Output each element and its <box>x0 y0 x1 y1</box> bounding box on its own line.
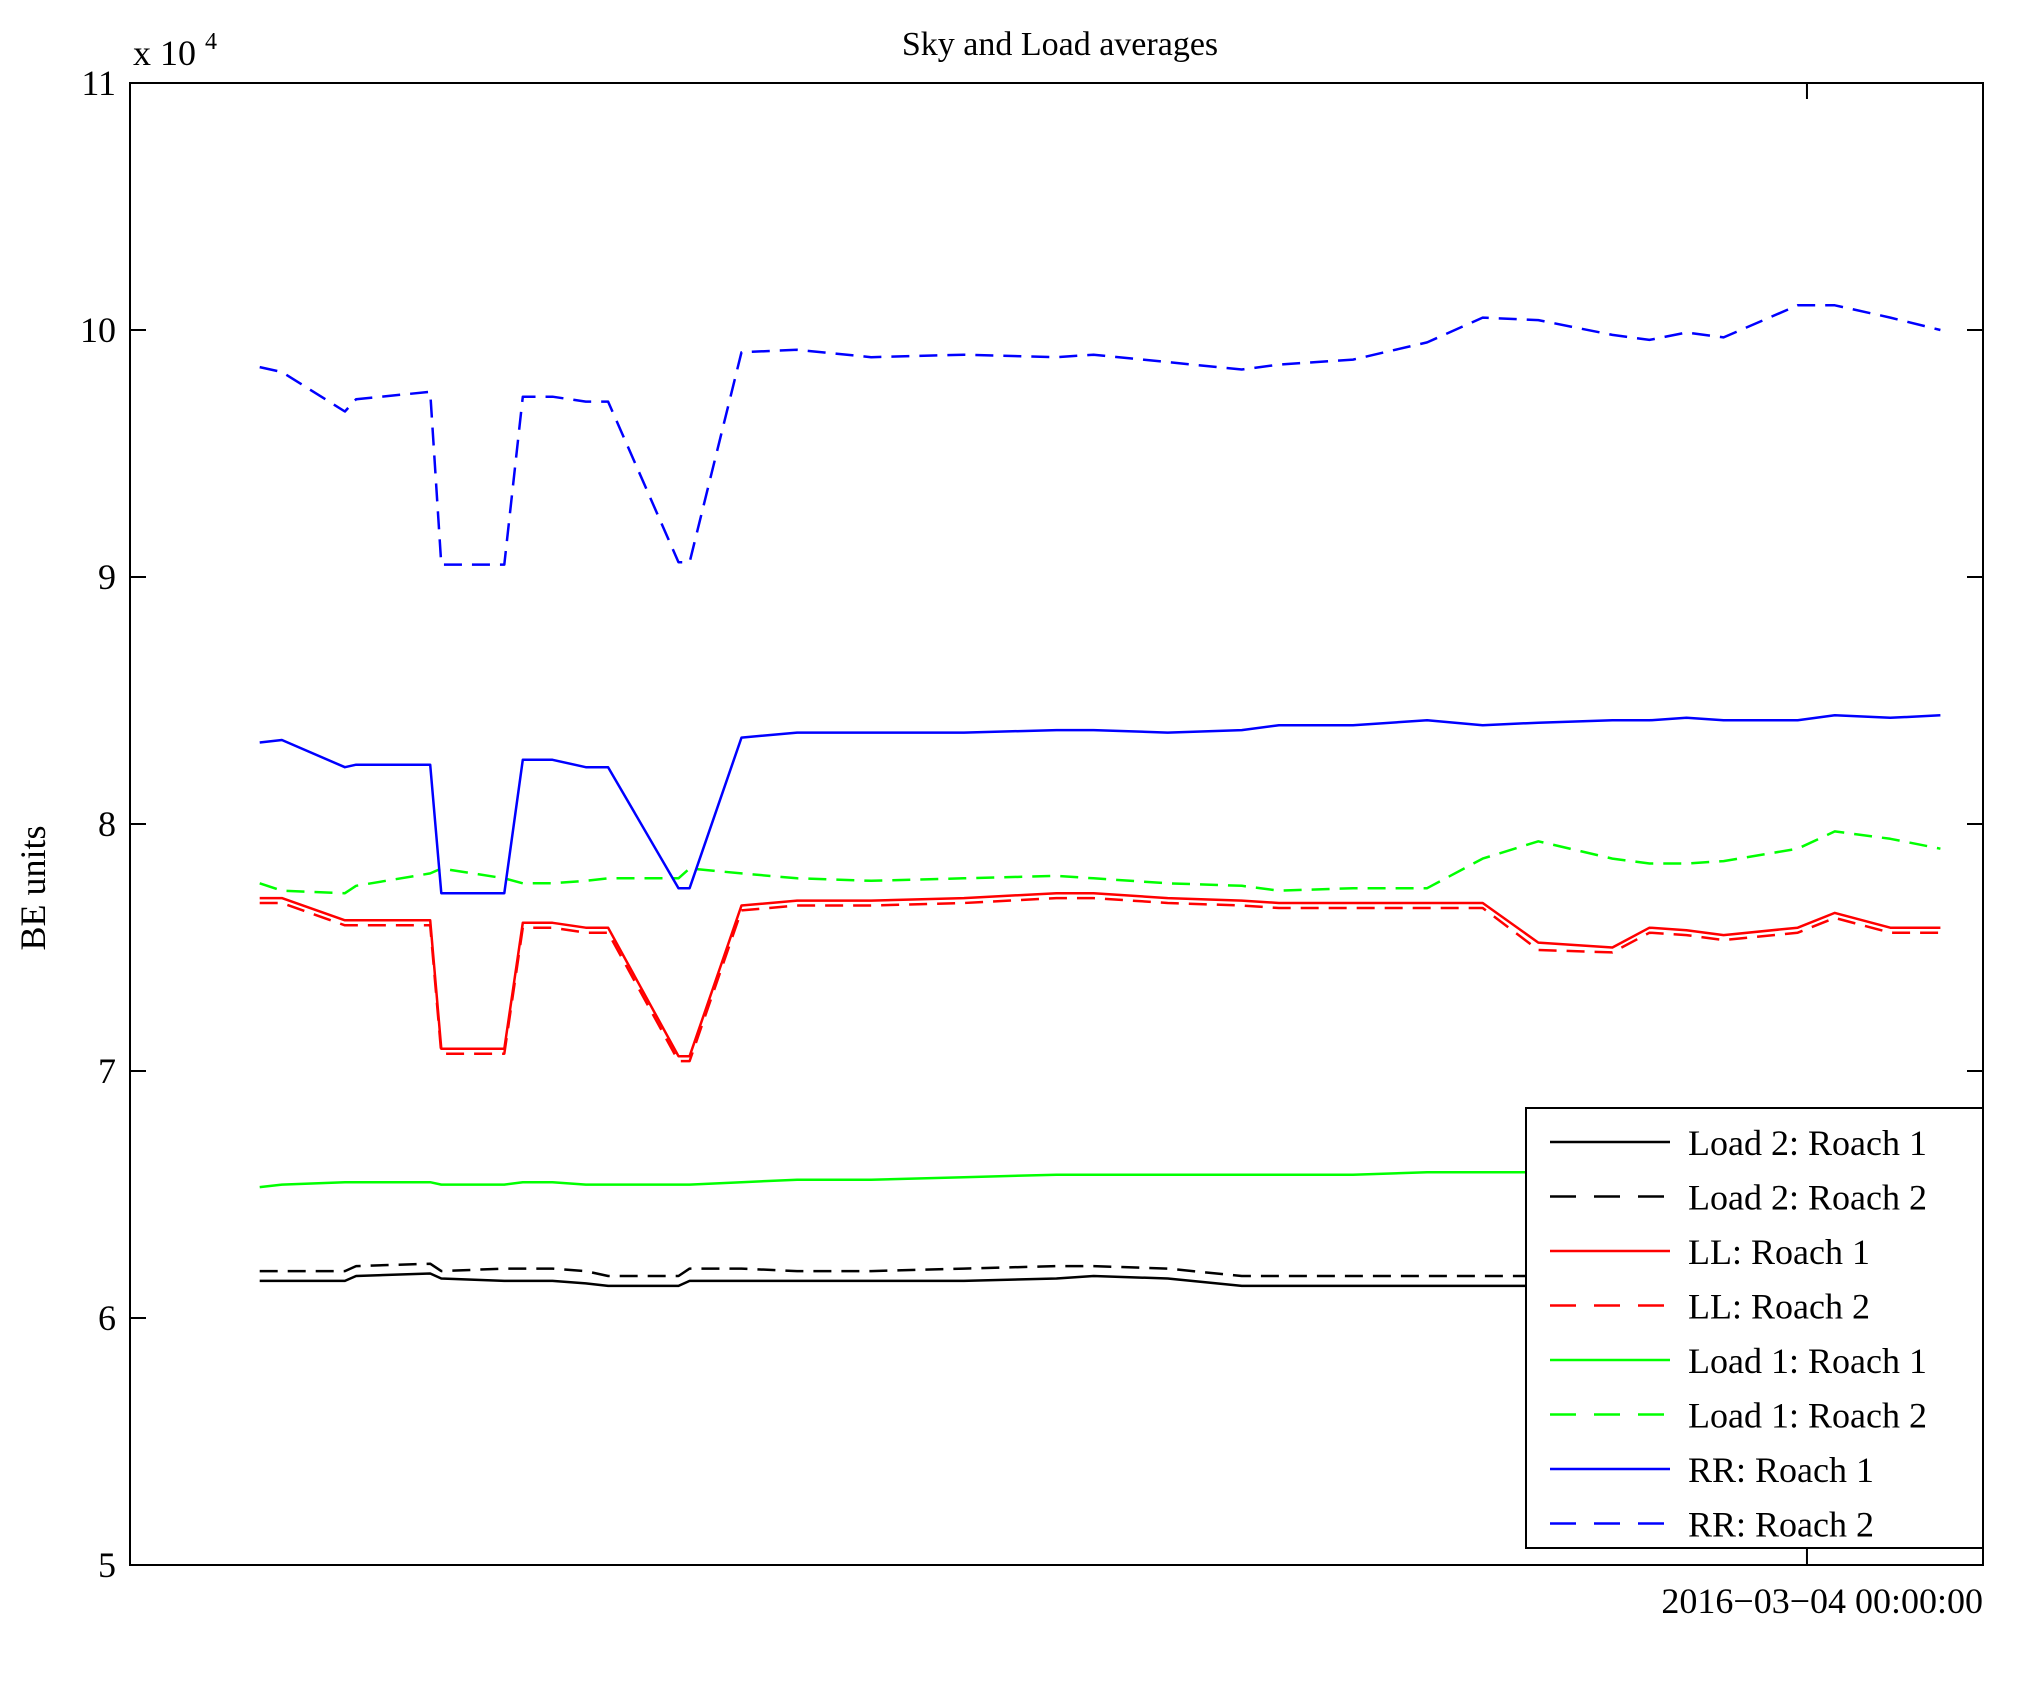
y-tick-label: 7 <box>98 1051 116 1091</box>
series-line-6 <box>259 830 1941 895</box>
series-line-2 <box>259 1262 1941 1310</box>
y-multiplier: x 10 4 <box>133 29 217 73</box>
legend-label: LL: Roach 2 <box>1688 1287 1870 1327</box>
series-line-8 <box>259 304 1941 566</box>
legend-label: Load 1: Roach 2 <box>1688 1396 1927 1436</box>
legend-label: Load 2: Roach 1 <box>1688 1123 1927 1163</box>
y-tick-label: 9 <box>98 557 116 597</box>
y-multiplier-base: x 10 <box>133 33 196 73</box>
legend: Load 2: Roach 1 Load 2: Roach 2 LL: Roach … <box>1525 1107 1984 1549</box>
legend-box <box>1525 1107 1984 1549</box>
x-ticks: 2016−03−04 00:00:00 <box>1661 83 1983 1621</box>
series-line-3 <box>259 891 1941 1058</box>
series-layer <box>259 304 1941 1315</box>
y-tick-label: 10 <box>80 310 116 350</box>
y-tick-label: 11 <box>81 63 116 103</box>
y-tick-label: 6 <box>98 1298 116 1338</box>
series-line-7 <box>259 714 1941 895</box>
legend-label: Load 2: Roach 2 <box>1688 1178 1927 1218</box>
y-axis-label: BE units <box>13 825 53 950</box>
legend-label: RR: Roach 1 <box>1688 1450 1874 1490</box>
y-multiplier-exponent: 4 <box>205 29 217 55</box>
legend-label: Load 1: Roach 1 <box>1688 1341 1927 1381</box>
y-tick-label: 8 <box>98 804 116 844</box>
y-tick-label: 5 <box>98 1545 116 1585</box>
legend-label: LL: Roach 1 <box>1688 1232 1870 1272</box>
series-line-4 <box>259 896 1941 1063</box>
legend-label: RR: Roach 2 <box>1688 1505 1874 1545</box>
x-tick-label: 2016−03−04 00:00:00 <box>1661 1581 1983 1621</box>
chart-title: Sky and Load averages <box>902 26 1218 63</box>
